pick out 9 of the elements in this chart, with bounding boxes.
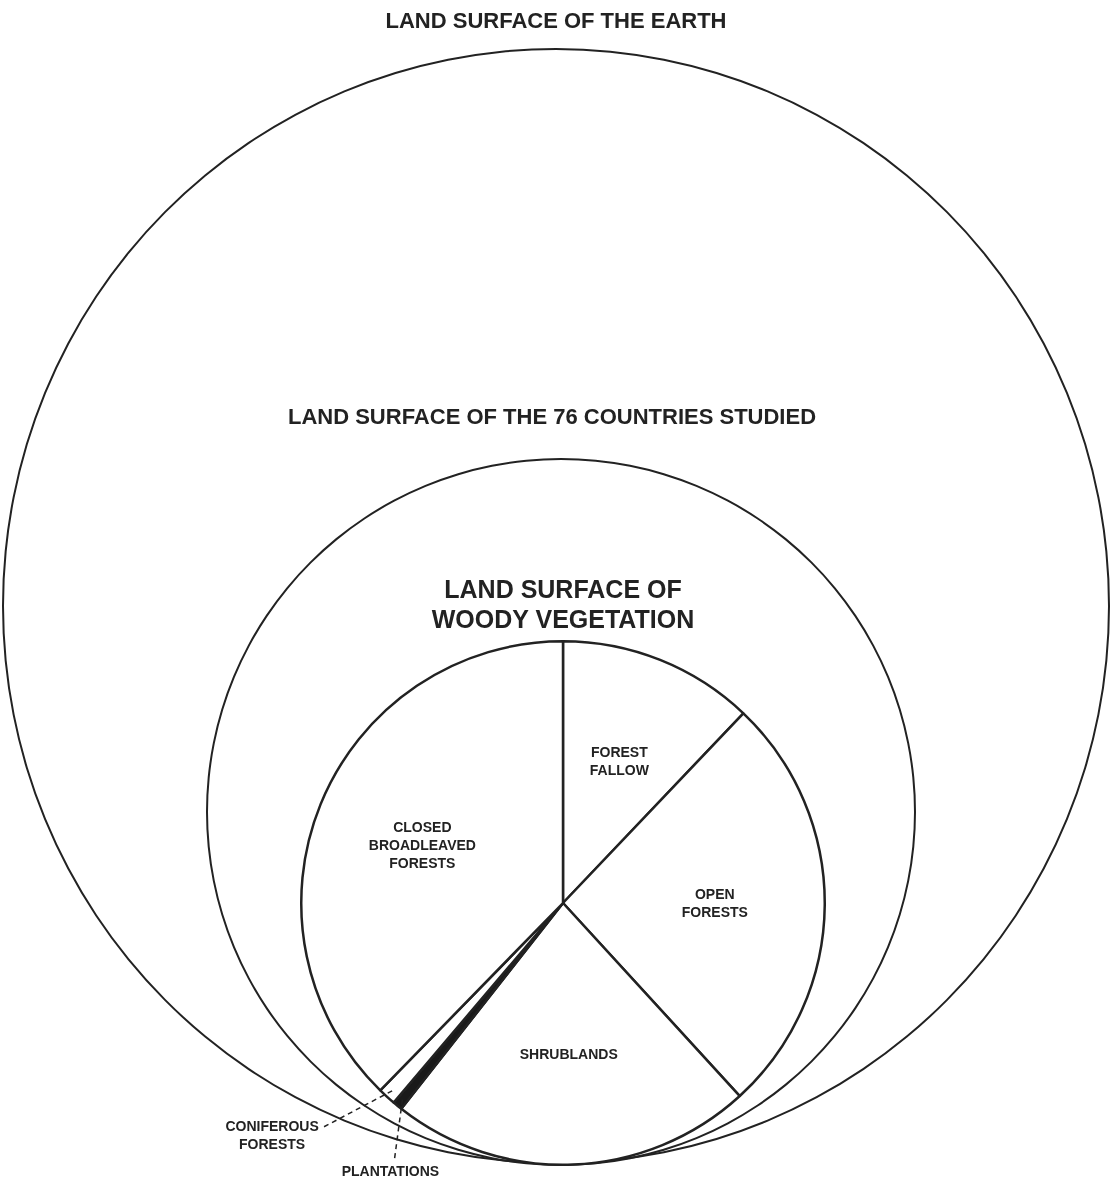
slice-label: CLOSED BROADLEAVED FORESTS bbox=[368, 818, 476, 871]
slice-label: OPEN FORESTS bbox=[681, 886, 748, 921]
slice-label: SHRUBLANDS bbox=[519, 1045, 618, 1062]
slice-label: CONIFEROUS FORESTS bbox=[225, 1117, 319, 1152]
text: LAND SURFACE OF THE 76 COUNTRIES STUDIED bbox=[287, 404, 817, 430]
chart-title: LAND SURFACE OF WOODY VEGETATION bbox=[431, 575, 695, 634]
text: LAND SURFACE OF THE EARTH bbox=[385, 8, 727, 34]
slice-label: PLANTATIONS bbox=[341, 1162, 440, 1179]
slice-label: FOREST FALLOW bbox=[589, 743, 650, 778]
